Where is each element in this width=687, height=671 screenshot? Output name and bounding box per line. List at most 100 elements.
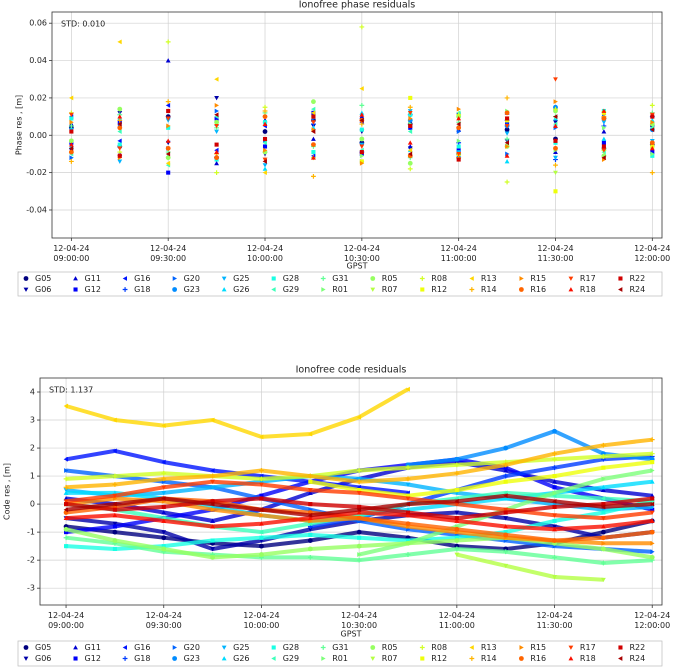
data-point: [601, 476, 606, 482]
data-point: [504, 153, 510, 158]
data-point: [161, 546, 167, 552]
data-point: [166, 125, 171, 130]
data-point: [456, 152, 462, 157]
data-point: [112, 507, 117, 512]
data-point: [210, 485, 215, 490]
data-point: [259, 507, 264, 513]
x-axis-label: GPST: [341, 630, 362, 639]
data-point: [600, 560, 606, 566]
data-point: [454, 462, 460, 468]
data-point: [359, 117, 364, 123]
data-point: [356, 543, 362, 549]
data-point: [553, 189, 558, 194]
legend-marker: [23, 645, 29, 650]
data-point: [311, 142, 316, 148]
data-point: [650, 468, 655, 473]
y-tick-label: 0.06: [29, 19, 47, 28]
data-point: [117, 125, 123, 131]
data-point: [456, 129, 462, 134]
legend-label: R24: [629, 285, 645, 294]
data-point: [161, 535, 167, 541]
data-point: [165, 145, 171, 151]
legend-label: G31: [332, 643, 348, 652]
data-point: [259, 535, 264, 540]
legend-label: R14: [481, 285, 497, 294]
data-point: [649, 127, 655, 133]
data-point: [504, 110, 510, 116]
data-point: [601, 502, 606, 507]
chart-title: Ionofree code residuals: [296, 365, 407, 376]
legend-marker: [172, 287, 178, 292]
data-point: [63, 535, 69, 541]
data-point: [454, 516, 459, 521]
data-point: [601, 136, 607, 141]
data-point: [214, 129, 219, 134]
data-point: [503, 496, 509, 501]
y-tick-label: -1: [27, 528, 35, 537]
legend-marker: [172, 656, 178, 661]
data-point: [408, 123, 413, 128]
data-point: [161, 490, 167, 496]
data-point: [359, 102, 365, 108]
data-point: [112, 524, 117, 529]
data-point: [214, 102, 219, 108]
data-point: [259, 552, 264, 557]
data-point: [357, 552, 362, 557]
chart-title: Ionofree phase residuals: [299, 0, 416, 11]
data-point: [68, 95, 74, 101]
data-point: [214, 76, 219, 82]
data-point: [117, 159, 123, 164]
legend-label: G29: [283, 285, 299, 294]
data-point: [117, 106, 123, 112]
legend-marker: [419, 276, 425, 281]
data-point: [503, 445, 509, 451]
legend-marker: [221, 645, 227, 650]
data-point: [356, 479, 362, 485]
data-point: [117, 153, 122, 158]
data-point: [408, 116, 413, 121]
data-point: [359, 112, 365, 117]
legend-marker: [469, 276, 474, 281]
data-point: [553, 170, 558, 176]
data-point: [407, 140, 413, 145]
data-point: [63, 476, 69, 482]
data-point: [456, 125, 462, 131]
legend-marker: [618, 276, 623, 281]
data-point: [504, 124, 510, 129]
data-point: [454, 535, 459, 540]
data-point: [600, 504, 606, 510]
legend-label: R16: [530, 654, 546, 663]
data-point: [454, 546, 460, 552]
legend-label: R17: [580, 274, 596, 283]
data-point: [359, 127, 364, 132]
data-point: [601, 140, 606, 145]
data-point: [165, 116, 171, 121]
data-point: [601, 129, 607, 134]
legend-label: R07: [382, 654, 398, 663]
data-point: [210, 468, 215, 473]
data-point: [503, 549, 509, 555]
legend-marker: [122, 656, 128, 661]
data-point: [356, 490, 362, 496]
data-point: [454, 538, 460, 543]
data-point: [214, 160, 219, 166]
data-point: [456, 106, 462, 112]
legend-marker: [73, 276, 78, 281]
x-tick-label: 12-04-24 09:30:00: [146, 611, 182, 630]
legend-label: R13: [481, 274, 497, 283]
data-point: [117, 121, 122, 127]
data-point: [161, 476, 167, 482]
data-point: [407, 166, 413, 172]
data-point: [64, 530, 69, 535]
legend-marker: [370, 276, 376, 281]
data-point: [601, 125, 607, 131]
legend-marker: [519, 645, 524, 650]
data-point: [552, 513, 557, 518]
data-point: [259, 496, 264, 501]
data-point: [165, 99, 171, 105]
legend-marker: [271, 656, 276, 661]
legend-label: G12: [85, 654, 101, 663]
data-point: [552, 526, 557, 532]
y-tick-label: -2: [27, 556, 35, 565]
data-point: [456, 121, 461, 127]
